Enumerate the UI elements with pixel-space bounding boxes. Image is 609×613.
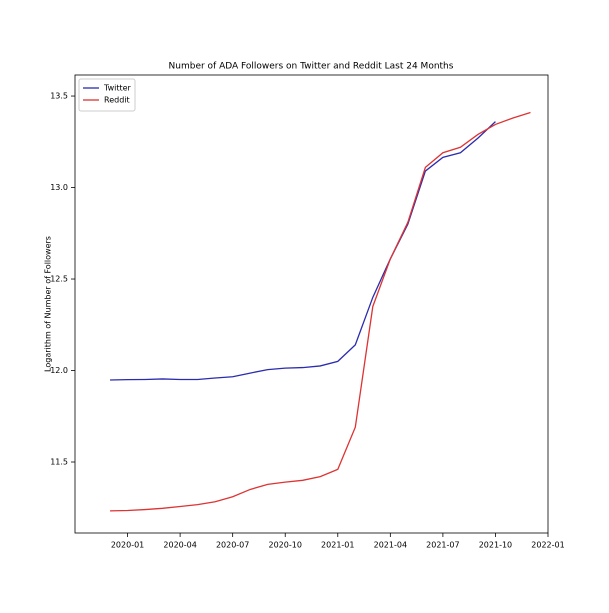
x-tick-label: 2020-07	[216, 541, 249, 550]
x-tick-label: 2021-01	[321, 541, 354, 550]
x-tick-label: 2022-01	[531, 541, 564, 550]
y-tick-label: 11.5	[50, 458, 68, 467]
y-tick-label: 12.5	[50, 275, 68, 284]
y-tick-label: 13.5	[50, 92, 68, 101]
x-tick-label: 2020-01	[111, 541, 144, 550]
x-tick-label: 2021-04	[374, 541, 407, 550]
plot-frame	[74, 74, 549, 534]
x-tick-label: 2020-10	[269, 541, 302, 550]
y-axis-label: Logarithm of Number of Followers	[44, 236, 53, 372]
x-tick-label: 2021-07	[426, 541, 459, 550]
chart-title: Number of ADA Followers on Twitter and R…	[169, 62, 454, 72]
line	[110, 121, 496, 381]
legend-label: Twitter	[103, 84, 132, 93]
y-tick-label: 13.0	[50, 183, 68, 192]
x-tick-label: 2021-10	[479, 541, 512, 550]
line	[110, 111, 531, 512]
legend-label: Reddit	[104, 96, 130, 105]
legend-box	[78, 78, 136, 112]
y-tick-label: 12.0	[50, 366, 68, 375]
x-tick-label: 2020-04	[163, 541, 196, 550]
